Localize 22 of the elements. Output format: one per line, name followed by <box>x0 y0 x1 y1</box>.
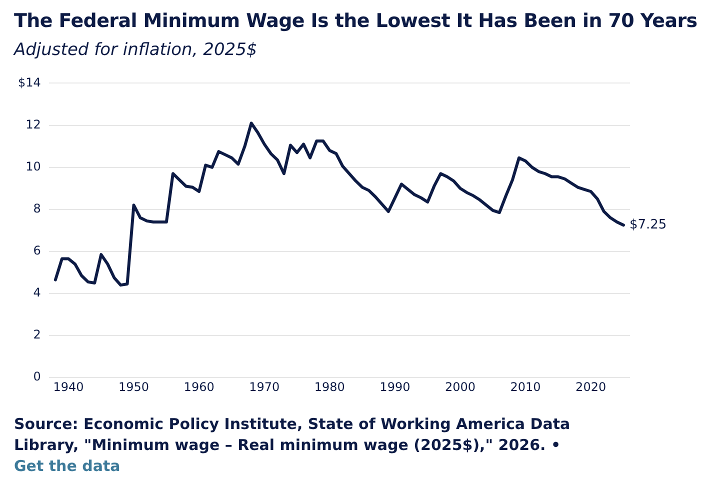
y-tick-label: 0 <box>33 370 41 384</box>
x-tick-label: 1990 <box>380 380 410 394</box>
x-tick-label: 1970 <box>249 380 280 394</box>
x-tick-label: 1960 <box>184 380 214 394</box>
y-tick-label: 10 <box>26 159 41 174</box>
chart-subtitle: Adjusted for inflation, 2025$ <box>14 40 258 60</box>
annotation: $7.25 <box>629 218 667 233</box>
y-tick-label: 2 <box>33 328 41 342</box>
x-tick-label: 1940 <box>53 380 84 394</box>
chart-title: The Federal Minimum Wage Is the Lowest It Has Been in 70 Years <box>14 10 698 32</box>
source-note: Source: Economic Policy Institute, State of Working America Data Library, "Minimum wage – Real minimum wage (2025$)," 2026. • <box>14 415 570 454</box>
y-tick-label: $14 <box>18 75 41 90</box>
x-tick-label: 2000 <box>444 380 476 394</box>
y-tick-label: 8 <box>33 201 41 216</box>
x-tick-label: 2010 <box>510 380 541 394</box>
y-tick-label: 12 <box>26 117 41 132</box>
y-tick-label: 4 <box>33 286 41 300</box>
x-tick-label: 2020 <box>576 380 606 394</box>
text: Get the data <box>14 457 120 475</box>
x-tick-label: 1980 <box>314 380 345 394</box>
y-tick-label: 6 <box>33 244 41 258</box>
x-tick-label: 1950 <box>118 380 150 394</box>
